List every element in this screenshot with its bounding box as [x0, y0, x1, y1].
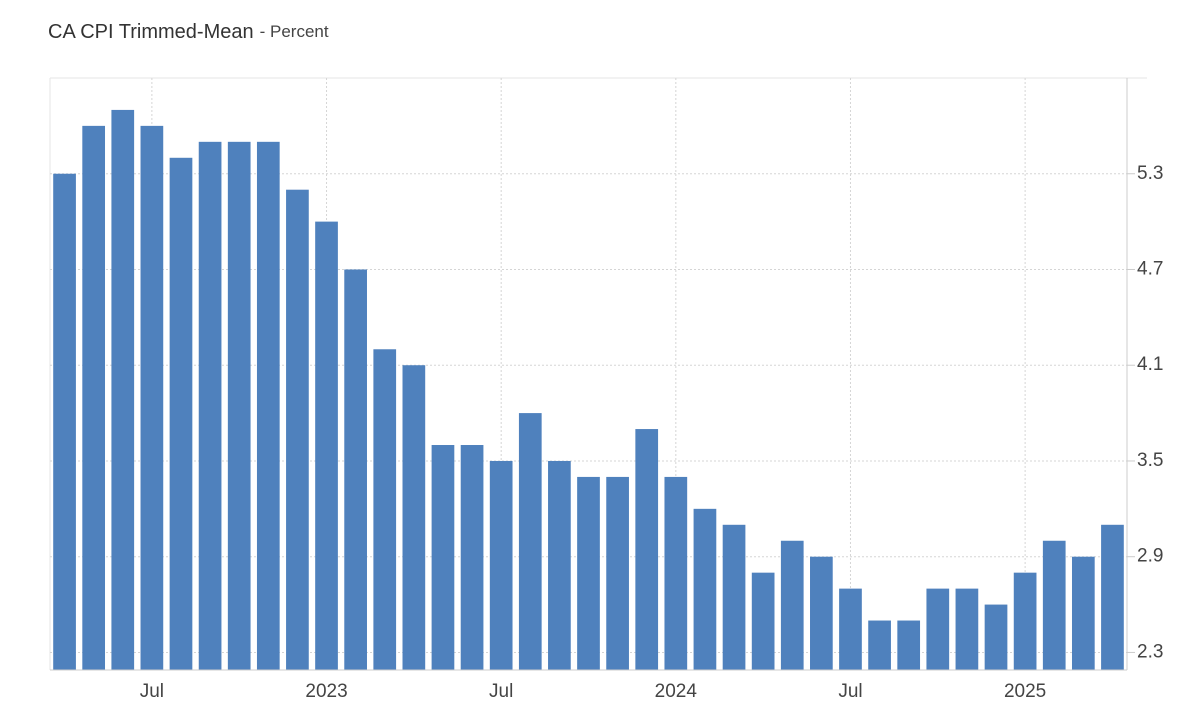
bar — [256, 141, 280, 670]
bar — [664, 476, 688, 670]
bar — [751, 572, 775, 670]
chart-title: CA CPI Trimmed-Mean - Percent — [48, 21, 329, 43]
bar — [431, 445, 455, 670]
bar — [1101, 524, 1124, 670]
bar — [548, 460, 571, 670]
bar — [722, 524, 746, 670]
x-tick-label: 2023 — [305, 681, 347, 702]
bar — [1042, 540, 1066, 670]
bar — [810, 556, 833, 670]
x-tick-label: Jul — [489, 681, 513, 702]
bar — [693, 508, 717, 670]
bar — [839, 588, 862, 670]
bar — [227, 141, 251, 670]
bar — [373, 349, 397, 670]
bar — [53, 173, 76, 670]
bar — [286, 189, 309, 670]
x-tick-label: 2024 — [655, 681, 698, 702]
bar — [926, 588, 950, 670]
bar — [198, 141, 222, 670]
x-tick-label: Jul — [838, 681, 862, 702]
bar — [82, 125, 106, 671]
y-tick-label: 3.5 — [1137, 450, 1163, 471]
y-tick-label: 5.3 — [1137, 163, 1163, 184]
bar — [460, 445, 484, 670]
bar — [140, 125, 164, 671]
y-tick-label: 4.7 — [1137, 258, 1163, 279]
bar — [1013, 572, 1037, 670]
bar — [606, 476, 629, 670]
x-tick-label: 2025 — [1004, 681, 1046, 702]
title: CA CPI Trimmed-Mean — [48, 21, 254, 43]
bar — [635, 429, 659, 670]
bar — [169, 157, 193, 670]
bar — [868, 620, 891, 670]
subtitle: - Percent — [260, 22, 329, 41]
bar — [111, 109, 135, 670]
y-tick-label: 2.3 — [1137, 641, 1163, 662]
bar — [518, 413, 542, 670]
x-tick-label: Jul — [140, 681, 164, 702]
bar — [1071, 556, 1095, 670]
bar — [344, 269, 367, 670]
y-tick-label: 4.1 — [1137, 354, 1163, 375]
y-tick-label: 2.9 — [1137, 546, 1163, 567]
bar — [402, 365, 426, 670]
bar — [955, 588, 979, 670]
bar — [984, 604, 1008, 670]
bar — [315, 221, 338, 670]
bar — [489, 460, 513, 670]
bar — [780, 540, 804, 670]
bar — [577, 476, 600, 670]
bar — [897, 620, 921, 670]
